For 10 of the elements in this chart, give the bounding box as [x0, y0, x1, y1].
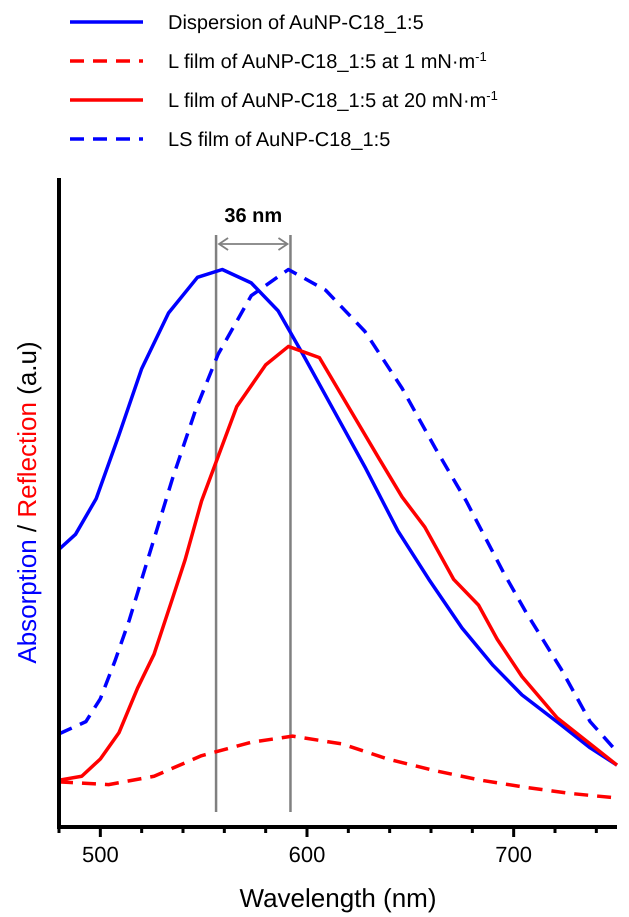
x-tick-label: 700 — [495, 842, 532, 867]
legend-label: L film of AuNP-C18_1:5 at 20 mN·m$^{-1}$ — [168, 88, 498, 112]
legend-label: LS film of AuNP-C18_1:5 — [168, 129, 390, 151]
legend-label: L film of AuNP-C18_1:5 at 1 mN·m$^{-1}$ — [168, 48, 487, 73]
x-tick-label: 500 — [82, 842, 119, 867]
x-tick-label: 600 — [288, 842, 326, 867]
text: 36 nm — [224, 205, 282, 227]
legend-label: Dispersion of AuNP-C18_1:5 — [168, 12, 424, 34]
x-axis-title: Wavelength (nm) — [240, 883, 436, 913]
y-axis-title: Absorption / Reflection (a.u) — [12, 341, 42, 664]
